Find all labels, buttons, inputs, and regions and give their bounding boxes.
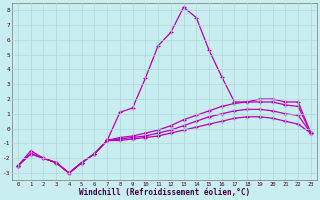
X-axis label: Windchill (Refroidissement éolien,°C): Windchill (Refroidissement éolien,°C) [79, 188, 250, 197]
